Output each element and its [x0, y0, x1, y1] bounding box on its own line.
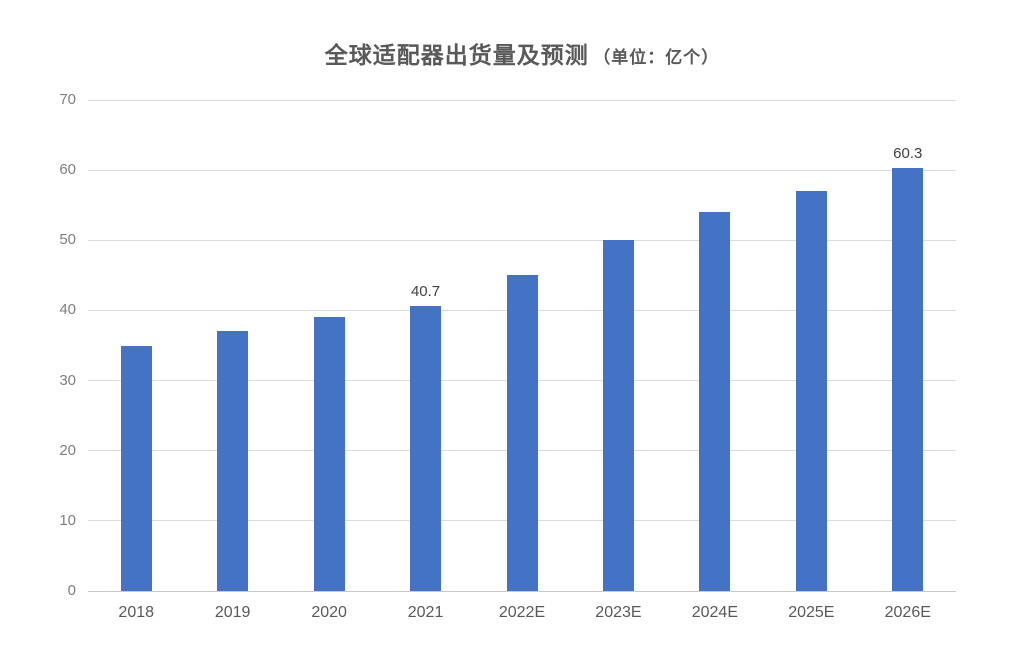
- y-axis-tick-label: 10: [59, 511, 76, 529]
- plot-area: 0 10 20 30 40 50 60 70 2018 2019 2020 2021 40.7 2022E…: [59, 91, 956, 621]
- x-axis-category-label: 2018: [118, 604, 155, 621]
- chart-title-unit: （单位：亿个）: [593, 48, 720, 67]
- y-axis-tick-label: 70: [59, 91, 76, 108]
- bar-data-label: 60.3: [893, 145, 923, 163]
- bar: [699, 212, 731, 591]
- x-axis-category-label: 2019: [214, 604, 251, 621]
- y-axis-tick-label: 20: [59, 441, 76, 459]
- x-axis-category-label: 2023E: [595, 604, 642, 621]
- bar: [602, 240, 634, 591]
- x-axis-line: [88, 590, 956, 592]
- gridline: [88, 239, 956, 241]
- x-axis-category-label: 2021: [407, 604, 444, 621]
- bar: [410, 305, 442, 591]
- x-axis-category-label: 2022E: [498, 604, 546, 621]
- y-axis-tick-label: 60: [59, 161, 76, 179]
- y-axis-tick-label: 40: [59, 301, 76, 319]
- bar: [120, 345, 152, 591]
- y-axis-tick-label: 50: [59, 231, 76, 249]
- bar-data-label: 40.7: [410, 282, 441, 300]
- gridline: [88, 169, 956, 171]
- bar: [795, 191, 827, 591]
- y-axis-tick-label: 0: [67, 582, 76, 599]
- bar: [217, 331, 249, 591]
- x-axis-category-label: 2025E: [788, 604, 835, 621]
- x-axis-category-label: 2026E: [884, 604, 931, 621]
- bar: [506, 275, 538, 591]
- bar: [313, 317, 345, 591]
- chart-title: 全球适配器出货量及预测 （单位：亿个）: [88, 36, 956, 70]
- x-axis-category-label: 2020: [311, 604, 347, 621]
- chart-title-main: 全球适配器出货量及预测: [324, 42, 589, 68]
- x-axis-category-label: 2024E: [691, 604, 738, 621]
- bar: [892, 168, 924, 591]
- gridline: [88, 99, 956, 101]
- y-axis-tick-label: 30: [59, 371, 76, 389]
